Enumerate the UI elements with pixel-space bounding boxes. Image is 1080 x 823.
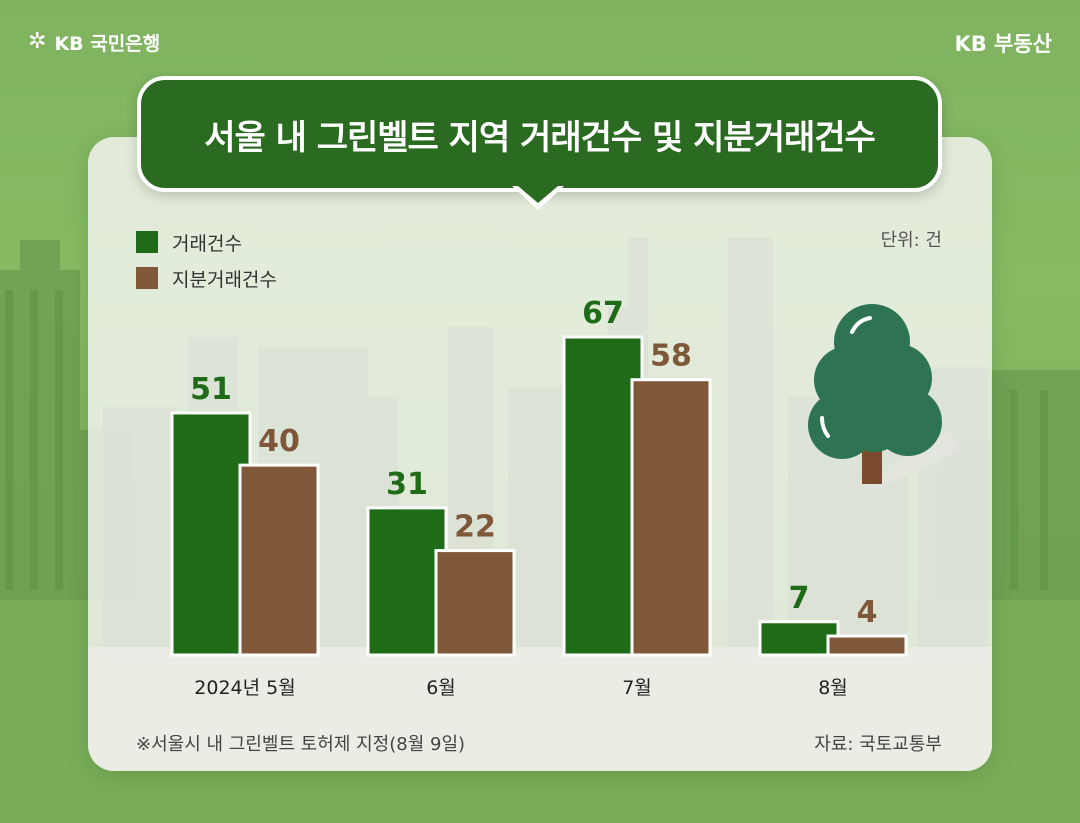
legend-item-series2: 지분거래건수: [136, 260, 277, 296]
kb-realestate-logo: KB 부동산: [954, 32, 1052, 56]
bar-series2-0: [238, 463, 320, 657]
bar-series1-1: [366, 506, 448, 657]
data-label-series1-2: 67: [582, 296, 624, 331]
tree-icon: [808, 304, 960, 488]
x-tick-label-0: 2024년 5월: [194, 677, 295, 699]
data-label-series2-3: 4: [857, 595, 878, 630]
legend-label-series2: 지분거래건수: [172, 268, 277, 291]
kb-bank-logo: ✲ KB 국민은행: [28, 28, 160, 56]
x-tick-label-1: 6월: [426, 677, 456, 699]
source-label: 자료: 국토교통부: [814, 734, 942, 755]
chart-title: 서울 내 그린벨트 지역 거래건수 및 지분거래건수: [204, 117, 876, 158]
bar-series2-3: [826, 634, 908, 657]
kb-bank-name: KB 국민은행: [54, 32, 161, 55]
data-label-series1-3: 7: [789, 581, 810, 616]
data-label-series1-0: 51: [190, 372, 232, 407]
bar-series2-2: [630, 378, 712, 657]
bar-series1-3: [758, 620, 840, 657]
title-banner: 서울 내 그린벨트 지역 거래건수 및 지분거래건수: [137, 76, 942, 192]
kb-star-icon: ✲: [28, 29, 47, 54]
legend-swatch-series1: [136, 231, 158, 253]
unit-label: 단위: 건: [880, 230, 942, 251]
bar-series1-2: [562, 335, 644, 657]
bar-series2-1: [434, 549, 516, 657]
data-label-series2-0: 40: [258, 424, 300, 459]
x-tick-label-3: 8월: [818, 677, 848, 699]
chart-legend: 거래건수 지분거래건수: [136, 224, 277, 296]
footnote: ※서울시 내 그린벨트 토허제 지정(8월 9일): [136, 734, 466, 755]
title-banner-tail: [512, 186, 564, 210]
legend-label-series1: 거래건수: [172, 232, 242, 255]
legend-swatch-series2: [136, 267, 158, 289]
legend-item-series1: 거래건수: [136, 224, 277, 260]
data-label-series2-2: 58: [650, 339, 692, 374]
data-label-series2-1: 22: [454, 510, 496, 545]
x-tick-label-2: 7월: [622, 677, 652, 699]
bar-series1-0: [170, 411, 252, 657]
data-label-series1-1: 31: [386, 467, 428, 502]
